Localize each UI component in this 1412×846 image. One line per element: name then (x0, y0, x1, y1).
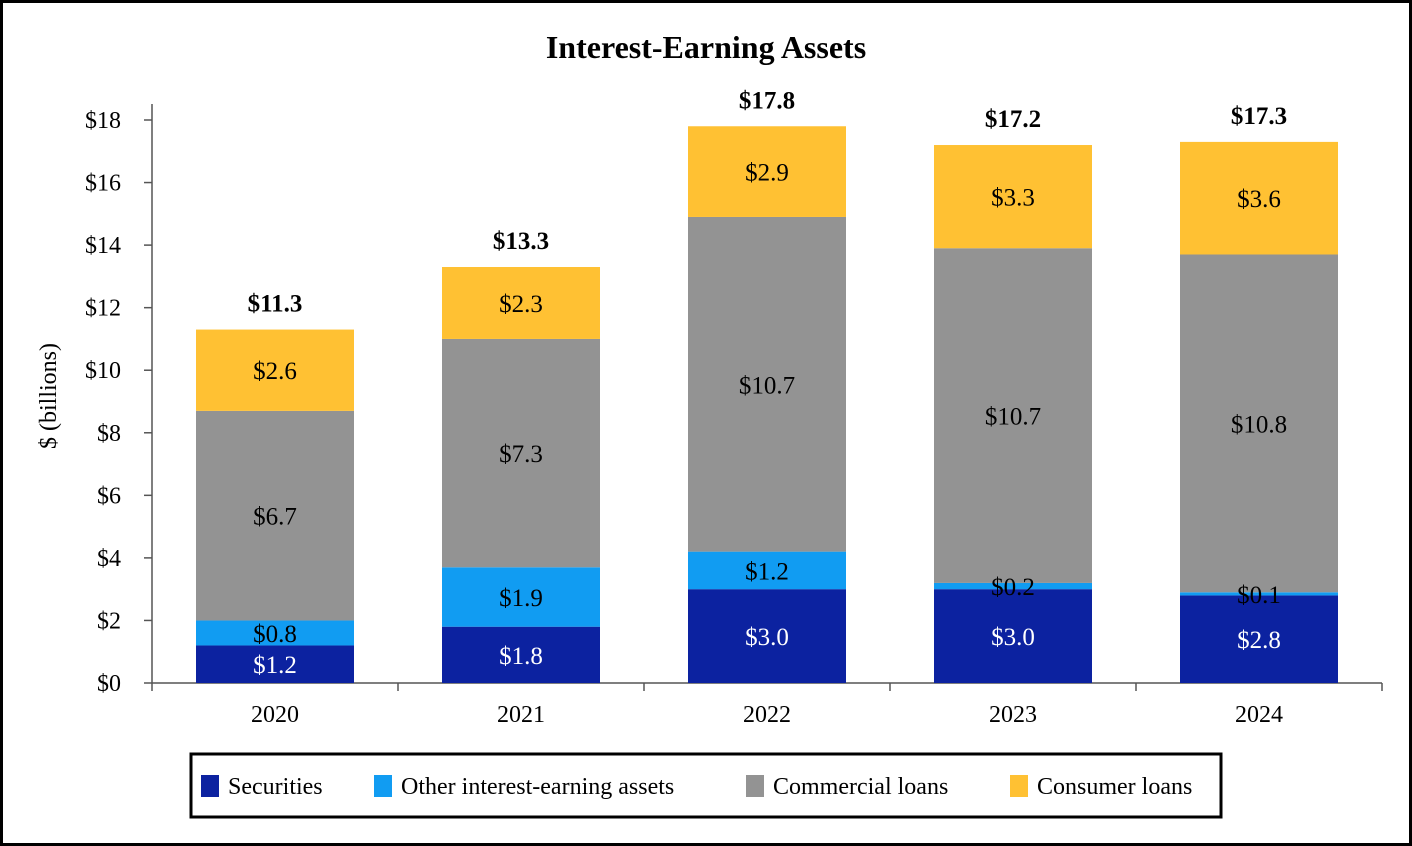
total-value-label: $17.2 (985, 106, 1041, 133)
bar-segment-commercial-loans (442, 338, 600, 568)
bar-segment-securities (688, 589, 846, 683)
x-tick-label: 2024 (1235, 702, 1283, 728)
segment-value-label: $1.2 (745, 558, 789, 585)
bar-segment-commercial-loans (934, 248, 1092, 583)
bar-segment-commercial-loans (196, 410, 354, 621)
total-value-label: $11.3 (248, 291, 303, 318)
y-tick-label: $8 (97, 421, 121, 447)
segment-value-label: $2.3 (499, 291, 543, 318)
y-tick-label: $6 (97, 483, 121, 509)
y-tick-label: $10 (85, 358, 121, 384)
y-tick-label: $12 (85, 296, 121, 322)
total-value-label: $17.3 (1231, 103, 1287, 130)
y-tick-label: $16 (85, 171, 121, 197)
bar-segment-consumer-loans (934, 145, 1092, 249)
x-tick-label: 2020 (251, 702, 299, 728)
segment-value-label: $0.8 (253, 621, 297, 648)
segment-value-label: $1.9 (499, 585, 543, 612)
legend-swatch (1010, 775, 1028, 797)
y-tick-label: $2 (97, 608, 121, 634)
segment-value-label: $3.0 (991, 624, 1035, 651)
segment-value-label: $0.1 (1237, 582, 1281, 609)
legend-box (189, 752, 1223, 819)
bar-segment-securities (196, 645, 354, 683)
bar-segment-securities (1180, 595, 1338, 683)
y-tick-label: $18 (85, 108, 121, 134)
legend-label: Securities (228, 774, 323, 800)
bar-segment-other-interest-earning-assets (1180, 592, 1338, 596)
segment-labels: $1.2 $0.8 $6.7 $2.6 $1.8 $1.9 $7.3 $2.3 $3.0 $1.2… (253, 160, 1287, 680)
segment-value-label: $3.6 (1237, 186, 1281, 213)
bar-segment-other-interest-earning-assets (688, 551, 846, 590)
legend-swatch (201, 775, 219, 797)
segment-value-label: $2.8 (1237, 627, 1281, 654)
segment-value-label: $10.7 (739, 372, 795, 399)
segment-value-label: $3.0 (745, 624, 789, 651)
y-tick-label: $0 (97, 671, 121, 697)
segment-value-label: $0.2 (991, 574, 1035, 601)
bar-segment-other-interest-earning-assets (934, 582, 1092, 590)
segment-value-label: $6.7 (253, 504, 297, 531)
y-tick-label: $4 (97, 546, 121, 572)
bar-segment-consumer-loans (196, 329, 354, 411)
legend: Securities Other interest-earning assets C… (189, 752, 1223, 819)
x-tick-label: 2021 (497, 702, 545, 728)
segment-value-label: $1.2 (253, 652, 297, 679)
bar-segment-commercial-loans (688, 216, 846, 552)
x-tick-label: 2022 (743, 702, 791, 728)
legend-label: Consumer loans (1037, 774, 1192, 800)
bar-segment-commercial-loans (1180, 254, 1338, 593)
y-axis-label: $ (billions) (36, 343, 62, 449)
legend-swatch (374, 775, 392, 797)
segment-value-label: $1.8 (499, 643, 543, 670)
bar-segment-other-interest-earning-assets (442, 567, 600, 627)
segment-value-label: $10.7 (985, 404, 1041, 431)
bar-segment-securities (442, 626, 600, 683)
bar-segment-consumer-loans (1180, 141, 1338, 255)
segment-value-label: $7.3 (499, 441, 543, 468)
segment-value-label: $2.9 (745, 160, 789, 187)
x-tick-labels: 2020 2021 2022 2023 2024 (251, 702, 1283, 728)
segment-value-label: $10.8 (1231, 411, 1287, 438)
legend-swatch (746, 775, 764, 797)
segment-value-label: $3.3 (991, 185, 1035, 212)
legend-label: Commercial loans (773, 774, 948, 800)
bar-segment-other-interest-earning-assets (196, 620, 354, 646)
segment-value-label: $2.6 (253, 358, 297, 385)
chart-title: Interest-Earning Assets (546, 29, 866, 65)
total-labels: $11.3 $13.3 $17.8 $17.2 $17.3 (248, 87, 1288, 317)
legend-label: Other interest-earning assets (401, 774, 674, 800)
bars (196, 126, 1338, 683)
total-value-label: $17.8 (739, 87, 795, 114)
axes: $0 $2 $4 $6 $8 $10 $12 $14 $16 $18 (85, 104, 1383, 697)
bar-segment-securities (934, 589, 1092, 683)
bar-segment-consumer-loans (442, 267, 600, 339)
y-tick-label: $14 (85, 233, 121, 259)
bar-segment-consumer-loans (688, 126, 846, 217)
x-tick-label: 2023 (989, 702, 1037, 728)
total-value-label: $13.3 (493, 228, 549, 255)
